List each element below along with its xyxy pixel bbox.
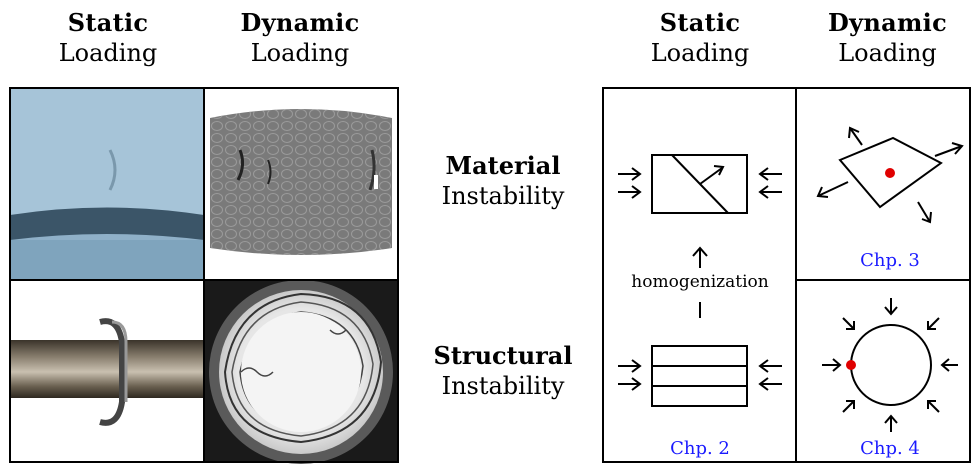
row-label-structural: Structural Instability (433, 341, 573, 401)
photo-grid-lines (9, 87, 399, 463)
schematic-frame (602, 87, 971, 463)
row-label-material: Material Instability (441, 151, 565, 211)
right-header-dynamic: Dynamic Loading (828, 8, 947, 67)
chapter-link-4[interactable]: Chp. 4 (860, 438, 920, 459)
dynamic-material-schematic (816, 126, 964, 224)
photo-static-structural (10, 280, 204, 462)
dynamic-structural-marker (846, 360, 856, 370)
static-material-schematic (618, 154, 782, 214)
right-header-static: Static Loading (650, 8, 750, 67)
homogenization-label: homogenization (612, 272, 788, 292)
photo-static-material (10, 88, 204, 280)
photo-dynamic-material (204, 88, 398, 280)
chapter-link-2[interactable]: Chp. 2 (670, 438, 730, 459)
homogenization-arrow (692, 246, 708, 318)
left-header-static: Static Loading (58, 8, 158, 67)
photo-dynamic-structural (204, 280, 398, 464)
chapter-link-3[interactable]: Chp. 3 (860, 250, 920, 271)
dynamic-structural-schematic (822, 298, 958, 432)
dynamic-material-marker (885, 168, 895, 178)
left-header-dynamic: Dynamic Loading (240, 8, 360, 67)
static-structural-schematic (618, 345, 782, 407)
